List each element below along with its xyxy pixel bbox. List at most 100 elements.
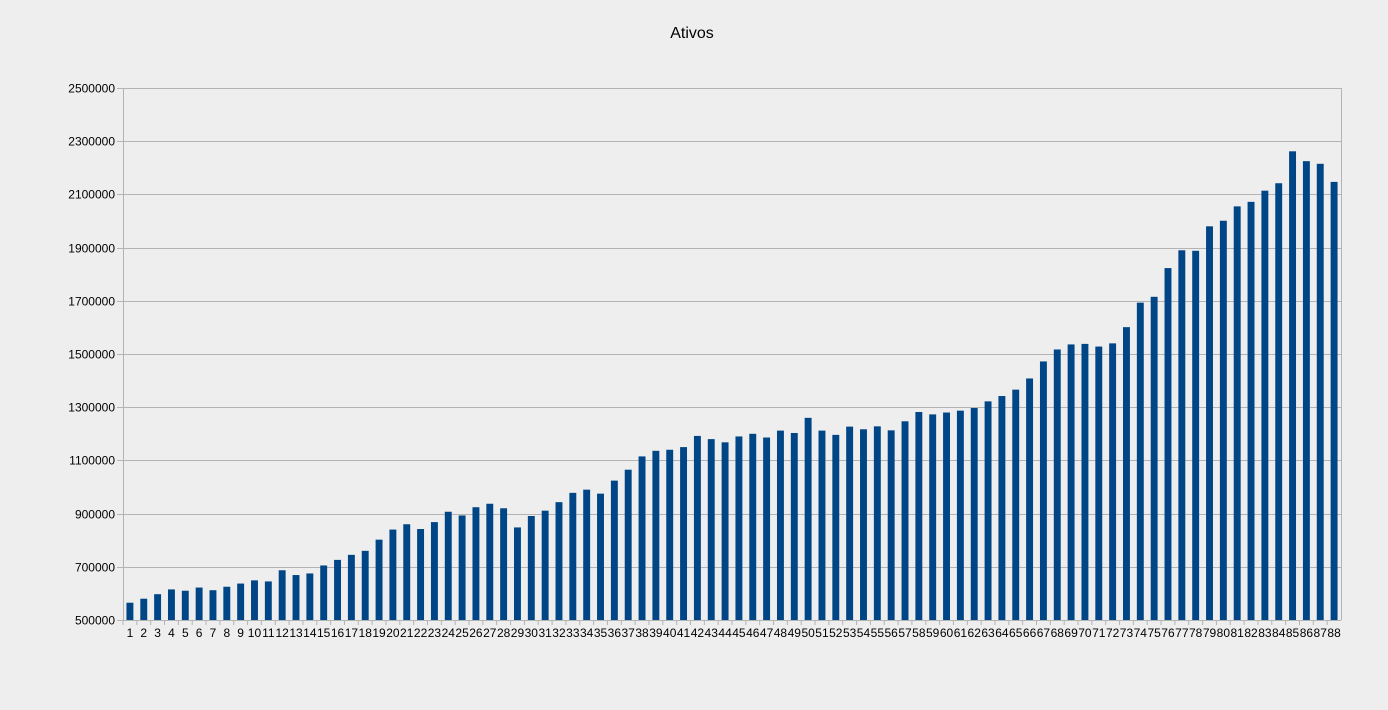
x-tick-label: 75	[1147, 626, 1161, 640]
x-tick-label: 27	[483, 626, 497, 640]
x-tick-label: 31	[538, 626, 552, 640]
x-tick-label: 71	[1092, 626, 1106, 640]
bar	[347, 554, 355, 620]
bar	[306, 573, 314, 620]
x-tick-label: 72	[1106, 626, 1120, 640]
bar	[126, 602, 134, 620]
x-tick-label: 64	[995, 626, 1009, 640]
bar	[693, 435, 701, 620]
x-tick-label: 85	[1286, 626, 1300, 640]
bar	[403, 524, 411, 620]
y-tick-label: 1900000	[68, 242, 115, 256]
bar	[666, 449, 674, 620]
bar	[1192, 250, 1200, 621]
y-axis-ticks: 500000 700000 900000 1100000 1300000 1500000 1…	[68, 82, 115, 628]
bar	[1206, 226, 1213, 620]
bar	[1012, 389, 1020, 620]
x-tick-label: 16	[331, 626, 345, 640]
x-tick-label: 44	[718, 626, 732, 640]
bar	[514, 527, 521, 620]
x-tick-label: 84	[1272, 626, 1286, 640]
bar	[707, 439, 715, 620]
x-tick-label: 28	[497, 626, 511, 640]
bar	[818, 430, 826, 620]
bar	[1178, 250, 1186, 620]
x-tick-label: 18	[359, 626, 373, 640]
x-tick-label: 17	[345, 626, 359, 640]
bar	[527, 515, 535, 620]
bar	[1219, 220, 1227, 620]
x-tick-label: 45	[732, 626, 746, 640]
x-tick-label: 86	[1300, 626, 1314, 640]
bar	[1150, 296, 1158, 620]
x-tick-label: 77	[1175, 626, 1189, 640]
x-tick-label: 12	[275, 626, 289, 640]
x-tick-label: 59	[926, 626, 940, 640]
bar	[417, 529, 425, 620]
bar	[181, 590, 189, 620]
bar	[140, 598, 148, 620]
x-tick-label: 14	[303, 626, 317, 640]
bar	[749, 433, 757, 620]
x-tick-label: 40	[663, 626, 677, 640]
bar	[1247, 201, 1255, 620]
x-tick-label: 6	[196, 626, 203, 640]
bar	[1233, 206, 1241, 620]
x-tick-label: 9	[237, 626, 244, 640]
x-tick-label: 30	[525, 626, 539, 640]
bar	[541, 510, 549, 620]
bar	[569, 492, 577, 620]
x-tick-label: 42	[691, 626, 705, 640]
bar	[1261, 190, 1269, 620]
x-tick-label: 19	[372, 626, 386, 640]
x-tick-label: 37	[622, 626, 636, 640]
bar	[873, 426, 881, 620]
x-tick-label: 83	[1258, 626, 1272, 640]
x-tick-label: 79	[1203, 626, 1217, 640]
bar	[929, 414, 937, 620]
x-tick-label: 48	[774, 626, 788, 640]
bar	[735, 436, 743, 620]
bars	[126, 151, 1338, 621]
bar	[943, 412, 950, 620]
bar	[915, 411, 923, 620]
x-tick-label: 80	[1217, 626, 1231, 640]
y-tick-label: 500000	[75, 614, 115, 628]
x-tick-label: 47	[760, 626, 774, 640]
x-tick-label: 56	[884, 626, 898, 640]
x-axis-ticks: 1 2 3 4 5 6 7 8 9 10 11 12 13 14 15 16 17 18 19 20 21 22 23 24 2…	[122, 620, 1341, 640]
x-tick-label: 62	[968, 626, 982, 640]
x-tick-label: 38	[635, 626, 649, 640]
x-tick-label: 32	[552, 626, 566, 640]
bar	[1275, 183, 1283, 620]
x-tick-label: 52	[829, 626, 843, 640]
bar	[361, 550, 369, 620]
bar	[375, 539, 383, 620]
bar	[638, 456, 646, 620]
bar	[555, 502, 563, 620]
bar	[597, 493, 604, 620]
bar	[652, 450, 660, 620]
x-tick-label: 53	[843, 626, 857, 640]
bar	[901, 421, 909, 620]
bar	[832, 434, 840, 620]
x-tick-label: 76	[1161, 626, 1175, 640]
bar	[1039, 361, 1047, 620]
x-tick-label: 25	[455, 626, 469, 640]
x-tick-label: 58	[912, 626, 926, 640]
x-tick-label: 13	[289, 626, 303, 640]
x-tick-label: 36	[608, 626, 622, 640]
gridlines	[117, 88, 1342, 621]
x-tick-label: 8	[223, 626, 230, 640]
y-tick-label: 2100000	[68, 188, 115, 202]
x-tick-label: 74	[1134, 626, 1148, 640]
bar	[1123, 327, 1130, 620]
bar	[1316, 163, 1324, 620]
x-tick-label: 21	[400, 626, 414, 640]
x-tick-label: 1	[127, 626, 134, 640]
bar	[583, 489, 591, 620]
bar	[278, 570, 286, 620]
bar	[860, 429, 867, 620]
x-tick-label: 5	[182, 626, 189, 640]
